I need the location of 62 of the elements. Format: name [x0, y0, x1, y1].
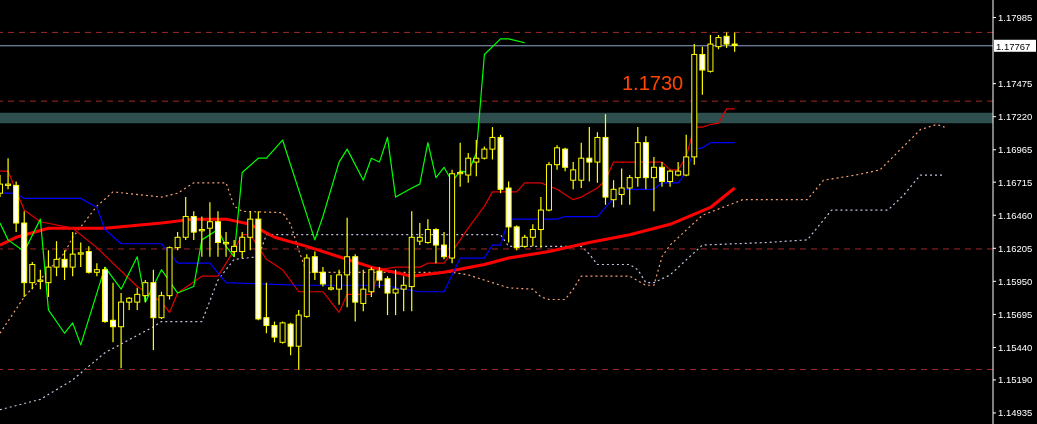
line-series	[0, 123, 946, 334]
candlestick	[190, 210, 197, 241]
y-tick-label: 1.17220	[998, 111, 1033, 123]
candlestick	[683, 134, 690, 177]
candlestick	[465, 152, 472, 184]
y-tick-label: 1.16205	[998, 242, 1033, 254]
candlestick	[206, 201, 213, 258]
y-tick-label: 1.16715	[998, 176, 1033, 188]
candlestick	[659, 161, 665, 188]
candlestick	[328, 274, 334, 292]
y-tick-label: 1.16460	[998, 209, 1033, 221]
candlestick	[29, 261, 36, 290]
candlestick	[85, 245, 92, 275]
candlestick	[537, 196, 544, 249]
line-series	[0, 38, 526, 346]
y-tick-label: 1.14935	[998, 407, 1033, 419]
candlestick	[319, 266, 326, 288]
candlestick	[223, 231, 230, 258]
candlestick	[360, 269, 367, 312]
candlestick	[344, 217, 351, 308]
ref-line-label: 1.17767	[996, 40, 1031, 52]
candlestick	[336, 269, 343, 306]
candlestick	[110, 282, 117, 343]
candlestick	[675, 161, 682, 177]
candlestick	[554, 144, 561, 171]
candlestick	[441, 231, 448, 260]
y-tick-label: 1.17475	[998, 78, 1033, 90]
candlestick	[247, 210, 254, 251]
candlestick	[513, 225, 520, 251]
candlestick	[731, 31, 738, 53]
candlestick	[578, 142, 585, 189]
candlestick	[473, 139, 480, 177]
candlestick	[182, 196, 189, 241]
y-tick-label: 1.15950	[998, 275, 1033, 287]
candlestick	[69, 231, 76, 277]
candlestick	[93, 262, 100, 277]
y-tick-label: 1.16965	[998, 144, 1033, 156]
candlestick	[570, 161, 577, 190]
candlestick	[586, 126, 593, 183]
y-tick-label: 1.15440	[998, 341, 1033, 353]
candlestick	[650, 156, 657, 212]
candlestick	[134, 287, 141, 311]
candlestick	[416, 222, 423, 246]
candlestick	[424, 218, 431, 245]
candlestick	[77, 241, 84, 268]
candlestick	[198, 215, 205, 258]
candlestick	[311, 250, 318, 281]
candlestick	[626, 174, 633, 206]
line-series	[0, 142, 736, 293]
y-tick-label: 1.15695	[998, 308, 1033, 320]
y-tick-label: 1.15190	[998, 374, 1033, 386]
candlestick	[239, 231, 246, 259]
candlestick	[529, 223, 536, 247]
candlestick	[5, 157, 12, 190]
candlestick	[142, 279, 149, 303]
annotation: 1.1730	[622, 72, 684, 95]
candlestick	[457, 142, 464, 188]
candlestick	[231, 239, 238, 258]
candlestick	[400, 275, 407, 312]
y-tick-label: 1.17985	[998, 11, 1033, 23]
candlestick	[214, 210, 221, 258]
candlestick	[432, 227, 439, 264]
